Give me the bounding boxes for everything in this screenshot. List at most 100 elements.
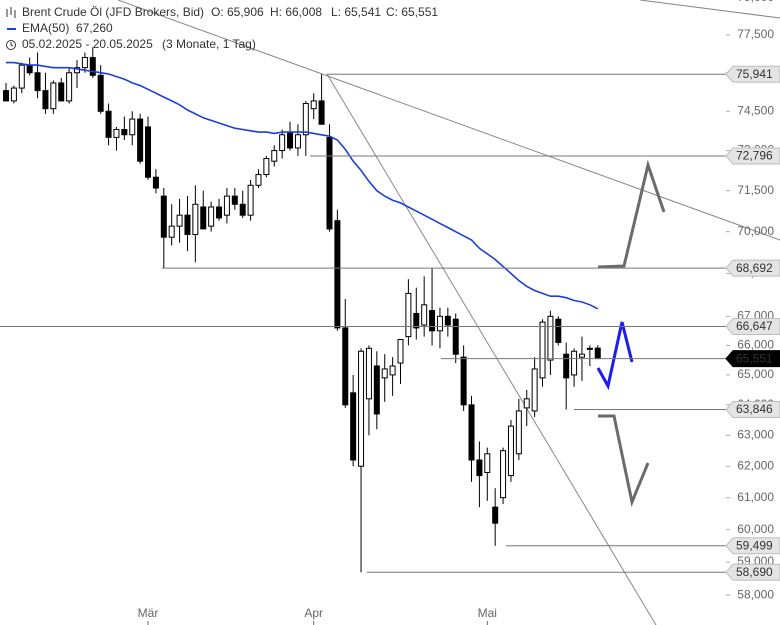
candle-body (444, 315, 451, 326)
candle-body (358, 350, 365, 467)
candle-body (397, 339, 404, 364)
candle-body (50, 82, 57, 110)
candle-body (539, 321, 546, 379)
y-tick-label: 79,000 (737, 0, 774, 4)
candle-body (97, 74, 104, 112)
trend-line (639, 0, 780, 19)
candle-body (555, 318, 562, 343)
candle-body (326, 136, 333, 230)
candle-body (507, 425, 514, 477)
candle-body (152, 176, 159, 189)
y-tick-label: 70,000 (737, 224, 774, 238)
candle-body (58, 82, 65, 102)
candle-body (468, 404, 475, 461)
candle-body (137, 118, 144, 162)
y-tick-label: 65,000 (737, 367, 774, 381)
candle-body (145, 126, 152, 178)
candle-body (578, 353, 585, 358)
price-label-box (725, 563, 780, 581)
candle-body (176, 214, 183, 227)
price-label: 75,941 (736, 67, 773, 81)
candle-body (381, 368, 388, 379)
y-tick-label: 60,000 (737, 522, 774, 536)
price-label: 68,692 (736, 261, 773, 275)
candle-body (405, 292, 412, 338)
candle-body (168, 225, 175, 238)
price-label: 58,690 (736, 565, 773, 579)
candle-body (318, 100, 325, 125)
candle-body (563, 353, 570, 379)
candle-body (42, 90, 49, 110)
candle-body (160, 195, 167, 238)
candle-body (216, 206, 223, 219)
price-label: 65,551 (736, 351, 773, 365)
ema-line (6, 61, 599, 310)
candle-body (239, 203, 246, 216)
candle-body (74, 67, 81, 74)
header: Brent Crude Öl (JFD Brokers, Bid) O: 65,… (6, 5, 438, 51)
date-range: 05.02.2025 - 20.05.2025 (22, 37, 153, 51)
candle-body (365, 347, 372, 400)
price-label-box (725, 259, 780, 277)
candle-body (531, 368, 538, 412)
candle-body (18, 64, 25, 89)
candle-body (484, 453, 491, 473)
scenario-arrow (598, 414, 650, 508)
candle-body (342, 327, 349, 406)
candle-body (184, 214, 191, 235)
y-axis: 58,00059,00060,00061,00062,00063,00064,0… (138, 0, 774, 625)
candle-body (247, 184, 254, 216)
candle-body (81, 57, 88, 69)
price-label: 59,499 (736, 538, 773, 552)
candle-body (113, 129, 120, 138)
candle-body (255, 174, 262, 186)
candle-body (413, 312, 420, 329)
y-tick-label: 74,500 (737, 103, 774, 117)
candle-body (34, 72, 41, 92)
candle-body (586, 347, 593, 350)
price-label-box (725, 537, 780, 555)
trend-line (117, 0, 780, 241)
candle-body (452, 318, 459, 355)
candle-body (294, 134, 301, 149)
chart-title: Brent Crude Öl (JFD Brokers, Bid) (22, 5, 204, 19)
candle-body (492, 506, 499, 524)
candle-body (334, 220, 341, 329)
candle-body (500, 450, 507, 499)
candle-body (121, 129, 128, 136)
candle-body (231, 195, 238, 205)
candle-body (476, 459, 483, 477)
ohlc-label: L: 65,541 (331, 5, 381, 19)
level-labels: 75,941 72,796 68,692 66,647 65,551 63,846 59,4… (725, 65, 780, 581)
price-label: 72,796 (736, 149, 773, 163)
price-label-box (725, 65, 780, 83)
candle-body (310, 100, 317, 110)
candle-body (421, 304, 428, 326)
price-label-box (725, 318, 780, 336)
clock-icon (10, 42, 14, 47)
y-tick-label: 71,500 (737, 183, 774, 197)
x-tick-label: Mär (138, 606, 159, 620)
clock-icon (6, 40, 16, 50)
candle-body (389, 365, 396, 376)
candle-body (373, 365, 380, 415)
candle-body (192, 203, 199, 235)
y-tick-label: 63,000 (737, 427, 774, 441)
plot (0, 47, 726, 573)
legend-entry: EMA(50) (22, 21, 69, 35)
candle-body (129, 118, 136, 136)
price-label: 63,846 (736, 402, 773, 416)
x-tick-label: Mai (478, 606, 497, 620)
candle-body (523, 398, 530, 409)
candle-body (263, 158, 270, 176)
decorations (117, 0, 780, 625)
candle-body (594, 347, 601, 360)
scenario-arrow (596, 321, 634, 391)
candle-body (208, 206, 215, 227)
price-label-box (725, 350, 780, 368)
ohlc-label: H: 66,008 (270, 5, 322, 19)
y-tick-label: 61,000 (737, 490, 774, 504)
y-tick-label: 66,000 (737, 338, 774, 352)
candle-body (436, 315, 443, 332)
period: (3 Monate, 1 Tag) (162, 37, 256, 51)
